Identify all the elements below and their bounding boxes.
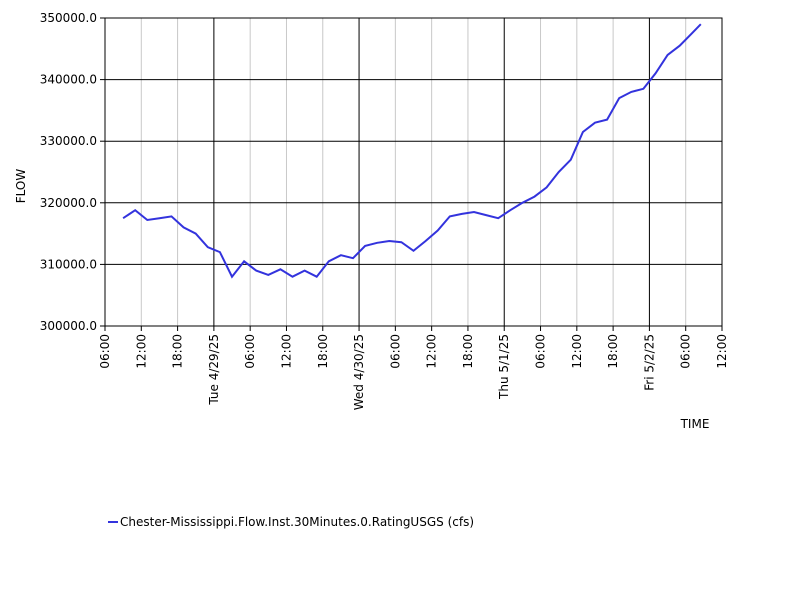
x-tick-label: Wed 4/30/25 [352,334,366,410]
x-tick-label: 06:00 [388,334,402,369]
legend-label: Chester-Mississippi.Flow.Inst.30Minutes.… [120,515,474,529]
plot-frame [104,17,723,327]
y-axis-label: FLOW [14,169,28,204]
y-tick-label: 340000.0 [40,73,97,87]
x-tick-label: 12:00 [425,334,439,369]
x-tick-label: 06:00 [98,334,112,369]
y-tick-label: 300000.0 [40,319,97,333]
x-tick-label: 06:00 [679,334,693,369]
x-tick-label: Tue 4/29/25 [207,334,221,406]
y-tick-label: 320000.0 [40,196,97,210]
x-tick-label: 12:00 [134,334,148,369]
x-tick-label: 12:00 [570,334,584,369]
y-tick-label: 310000.0 [40,257,97,271]
x-tick-label: 06:00 [243,334,257,369]
x-tick-label: 18:00 [171,334,185,369]
x-tick-label: 18:00 [461,334,475,369]
x-tick-label: 18:00 [606,334,620,369]
data-line [122,23,702,279]
x-tick-label: Fri 5/2/25 [642,334,656,391]
x-axis-label: TIME [680,417,710,431]
x-tick-label: 12:00 [715,334,729,369]
x-tick-label: 06:00 [534,334,548,369]
x-tick-label: Thu 5/1/25 [497,334,511,400]
y-tick-label: 330000.0 [40,134,97,148]
y-tick-label: 350000.0 [40,11,97,25]
x-tick-label: 12:00 [279,334,293,369]
x-tick-label: 18:00 [316,334,330,369]
